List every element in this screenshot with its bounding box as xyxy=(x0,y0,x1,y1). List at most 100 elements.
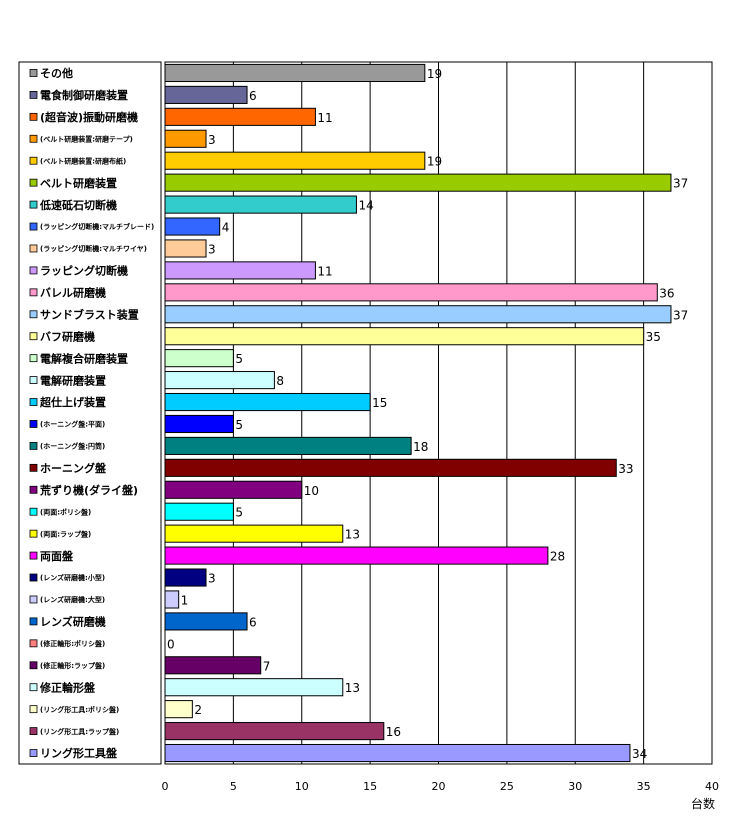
legend-label: (ホーニング盤:円筒) xyxy=(40,442,105,451)
x-tick-label: 0 xyxy=(162,780,169,793)
data-label: 6 xyxy=(249,615,257,629)
data-label: 18 xyxy=(413,440,428,454)
bar xyxy=(164,678,344,697)
legend-swatch xyxy=(29,507,38,516)
legend-swatch xyxy=(29,573,38,582)
bar xyxy=(164,283,658,302)
legend-label: (レンズ研磨機:大型) xyxy=(40,595,105,604)
x-axis: 0 5 10 15 20 25 30 35 40 xyxy=(162,780,720,793)
x-tick-label: 30 xyxy=(568,780,582,793)
legend-label: その他 xyxy=(40,66,73,80)
data-label: 37 xyxy=(673,308,688,322)
legend-label: 超仕上げ装置 xyxy=(39,395,106,409)
bar xyxy=(164,656,262,675)
bar xyxy=(164,173,672,192)
legend-label: ベルト研磨装置 xyxy=(40,176,117,190)
bar xyxy=(164,458,617,477)
data-label: 5 xyxy=(235,506,243,520)
legend-frame xyxy=(18,61,162,765)
data-label: 5 xyxy=(235,418,243,432)
data-label: 15 xyxy=(372,396,387,410)
x-tick-label: 20 xyxy=(432,780,446,793)
plot-area: 1961131937144311363735581551833105132831… xyxy=(164,61,713,765)
bar xyxy=(164,546,549,565)
bar xyxy=(164,612,248,631)
legend-label: 電解研磨装置 xyxy=(40,373,106,387)
legend-swatch xyxy=(29,288,38,297)
legend-swatch xyxy=(29,705,38,714)
legend-swatch xyxy=(29,398,38,406)
legend-swatch xyxy=(29,661,38,670)
legend-swatch xyxy=(29,595,38,604)
data-label: 11 xyxy=(317,111,332,125)
data-label: 6 xyxy=(249,89,257,103)
bar xyxy=(164,151,426,170)
legend-swatch xyxy=(29,69,38,77)
bar xyxy=(164,107,316,126)
legend-label: 電食制御研磨装置 xyxy=(40,88,128,102)
legend-label: サンドブラスト装置 xyxy=(40,307,139,321)
bar xyxy=(164,414,234,434)
legend-label: (レンズ研磨機:小型) xyxy=(40,573,105,582)
legend-label: (ベルト研磨装置:研磨布紙) xyxy=(40,156,126,165)
legend-label: (両面:ポリシ盤) xyxy=(40,507,91,516)
legend-label: 荒ずり機(ダライ盤) xyxy=(39,483,138,497)
bar xyxy=(164,239,207,258)
data-label: 37 xyxy=(673,177,688,191)
bar xyxy=(164,743,631,763)
bar xyxy=(164,480,303,499)
legend-swatch xyxy=(29,332,38,341)
legend-swatch xyxy=(29,683,38,692)
bar xyxy=(164,305,672,324)
legend-swatch xyxy=(29,617,38,626)
bar xyxy=(164,524,344,543)
legend-label: (超音波)振動研磨機 xyxy=(40,110,138,124)
data-label: 3 xyxy=(208,133,216,147)
bar xyxy=(164,195,357,214)
data-label: 10 xyxy=(304,484,319,498)
data-label: 13 xyxy=(345,528,360,542)
legend-swatch xyxy=(29,420,38,428)
x-tick-label: 40 xyxy=(705,780,719,793)
data-label: 14 xyxy=(358,199,373,213)
bar xyxy=(164,392,371,412)
legend-swatch xyxy=(29,442,38,450)
legend-label: バレル研磨機 xyxy=(40,286,106,300)
legend-swatch xyxy=(29,485,38,494)
x-tick-label: 5 xyxy=(230,780,237,793)
legend-label: (ホーニング盤:平面) xyxy=(40,420,105,429)
legend-label: レンズ研磨機 xyxy=(40,615,106,629)
legend-label: (リング形工具:ラップ盤) xyxy=(40,727,119,736)
legend-swatch xyxy=(29,749,38,757)
legend-label: (リング形工具:ポリシ盤) xyxy=(40,705,119,714)
legend-swatch xyxy=(29,463,38,472)
legend-swatch xyxy=(29,310,38,319)
legend-swatch xyxy=(29,200,38,209)
data-label: 35 xyxy=(646,330,661,344)
legend-label: (ラッピング切断機:マルチワイヤ) xyxy=(40,244,147,253)
data-label: 34 xyxy=(632,747,647,761)
legend-label: (ベルト研磨装置:研磨テープ) xyxy=(40,134,133,143)
legend-label: バフ研磨機 xyxy=(40,329,95,343)
data-label: 3 xyxy=(208,572,216,586)
legend-label: 低速砥石切断機 xyxy=(39,198,117,212)
legend-label: (ラッピング切断機:マルチブレード) xyxy=(40,222,154,231)
data-label: 11 xyxy=(317,264,332,278)
legend-swatch xyxy=(29,134,38,143)
bar xyxy=(164,129,207,148)
data-label: 1 xyxy=(181,593,189,607)
data-label: 0 xyxy=(167,637,175,651)
data-label: 3 xyxy=(208,242,216,256)
bar xyxy=(164,722,385,741)
data-label: 33 xyxy=(618,462,633,476)
bar xyxy=(164,371,275,390)
legend-label: 電解複合研磨装置 xyxy=(40,351,128,365)
x-tick-label: 15 xyxy=(363,780,377,793)
legend-swatch xyxy=(29,727,38,735)
x-tick-label: 10 xyxy=(295,780,309,793)
legend-swatch xyxy=(29,91,38,99)
bar xyxy=(164,63,426,83)
x-tick-label: 25 xyxy=(500,780,514,793)
bar xyxy=(164,349,234,368)
